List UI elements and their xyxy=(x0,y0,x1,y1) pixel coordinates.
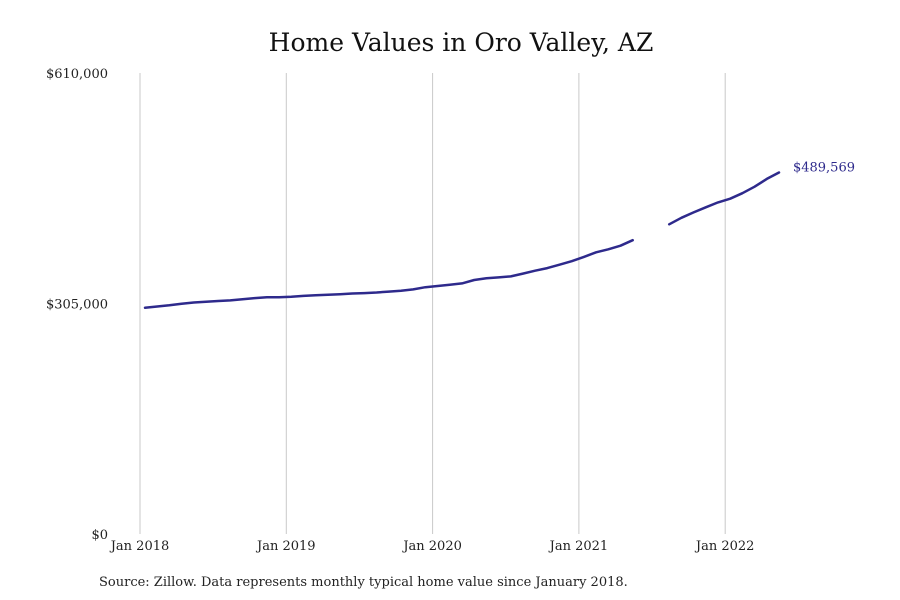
end-value-label: $489,569 xyxy=(793,161,855,176)
x-tick-label: Jan 2018 xyxy=(109,539,170,554)
y-tick-label: $610,000 xyxy=(46,67,108,82)
chart-title: Home Values in Oro Valley, AZ xyxy=(269,28,654,57)
y-axis-tick-labels: $0 $305,000 $610,000 xyxy=(46,67,108,543)
series-line-segment xyxy=(667,171,781,226)
y-tick-label: $0 xyxy=(91,528,108,543)
x-tick-label: Jan 2022 xyxy=(694,539,755,554)
x-tick-label: Jan 2020 xyxy=(401,539,462,554)
source-note: Source: Zillow. Data represents monthly … xyxy=(99,575,628,590)
y-tick-label: $305,000 xyxy=(46,298,108,313)
series-line-segment xyxy=(143,238,634,309)
home-value-series xyxy=(143,171,781,309)
x-axis-tick-labels: Jan 2018 Jan 2019 Jan 2020 Jan 2021 Jan 2022 xyxy=(109,539,755,554)
x-tick-label: Jan 2021 xyxy=(548,539,609,554)
x-gridlines xyxy=(139,73,726,534)
x-tick-label: Jan 2019 xyxy=(255,539,316,554)
